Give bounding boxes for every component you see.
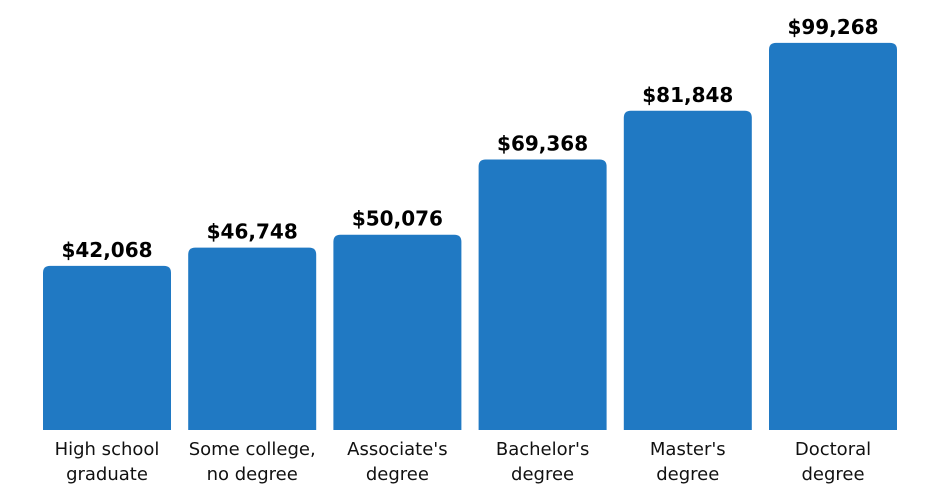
category-label-5-line-1: degree [801,464,864,485]
category-label-0-line-1: graduate [66,464,148,485]
bar-value-label-0: $42,068 [61,238,152,262]
value-labels-group: $42,068 $46,748 $50,076 $69,368 $81,848 $99,2… [61,15,878,262]
category-label-1-line-0: Some college, [189,439,316,460]
bar-4 [623,110,752,431]
category-label-4-line-0: Master's [650,439,726,460]
bar-value-label-1: $46,748 [207,220,298,244]
bar-value-label-3: $69,368 [497,131,588,155]
bar-2 [333,234,462,430]
bar-5 [769,42,897,431]
category-label-2-line-1: degree [366,464,429,485]
bar-1 [188,247,317,430]
bars-group [43,42,897,431]
bar-3 [478,159,607,431]
bar-value-label-4: $81,848 [642,83,733,107]
category-label-4-line-1: degree [656,464,719,485]
category-label-0-line-0: High school [55,439,160,460]
category-labels-group: High school graduate Some college, no degre… [55,439,872,485]
category-label-2-line-0: Associate's [347,439,447,460]
category-label-3-line-1: degree [511,464,574,485]
category-label-5-line-0: Doctoral [795,439,871,460]
category-label-1-line-1: no degree [207,464,298,485]
bar-0 [43,265,171,430]
category-label-3-line-0: Bachelor's [496,439,590,460]
bar-value-label-2: $50,076 [352,207,443,231]
bar-value-label-5: $99,268 [787,15,878,39]
